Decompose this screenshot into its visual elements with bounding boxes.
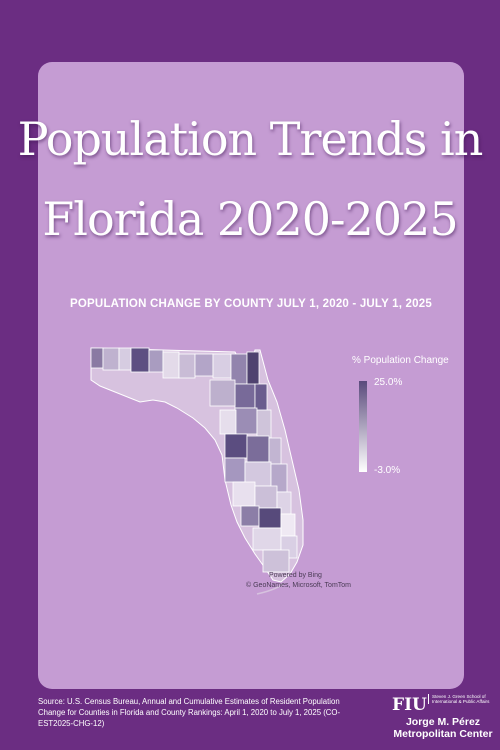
legend-color-scale (359, 381, 367, 472)
florida-county-map (90, 347, 304, 595)
title-line-1: Population Trends in (17, 112, 484, 166)
county-shapes (90, 347, 298, 573)
map-credit-providers: © GeoNames, Microsoft, TomTom (246, 582, 351, 589)
school-name: Steven J. Green School of International … (428, 694, 492, 705)
title-line-2: Florida 2020-2025 (42, 192, 458, 246)
center-name-line-1: Jorge M. Pérez (405, 716, 481, 728)
map-credit-bing: Powered by Bing (269, 572, 322, 579)
source-citation: Source: U.S. Census Bureau, Annual and C… (38, 697, 341, 728)
legend-min-label: -3.0% (374, 465, 401, 476)
florida-keys (256, 583, 284, 595)
legend-title: % Population Change (352, 355, 449, 366)
map-subtitle: POPULATION CHANGE BY COUNTY JULY 1, 2020… (70, 298, 432, 310)
center-name-line-2: Metropolitan Center (393, 728, 493, 740)
metropolitan-center-name: Jorge M. Pérez Metropolitan Center (388, 716, 498, 740)
fiu-logo: FIU (392, 695, 427, 715)
legend-max-label: 25.0% (374, 377, 403, 388)
